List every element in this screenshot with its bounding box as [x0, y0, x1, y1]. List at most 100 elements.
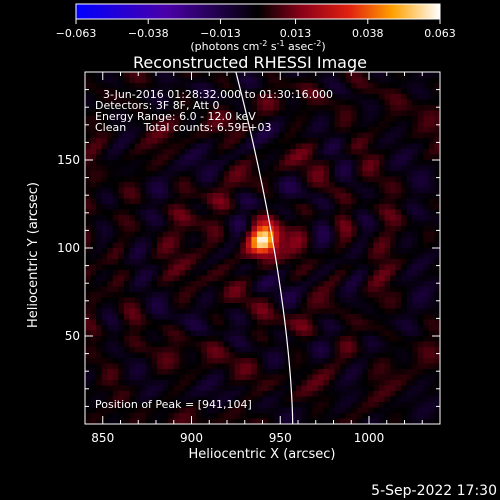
- heatmap-cell: [212, 259, 219, 265]
- heatmap-cell: [90, 237, 97, 243]
- heatmap-cell: [207, 83, 213, 89]
- heatmap-cell: [306, 374, 313, 381]
- heatmap-cell: [373, 385, 380, 392]
- heatmap-cell: [345, 187, 352, 194]
- heatmap-cell: [390, 281, 396, 287]
- heatmap-cell: [323, 259, 330, 265]
- heatmap-cell: [273, 413, 280, 419]
- heatmap-cell: [306, 275, 313, 282]
- heatmap-cell: [112, 358, 119, 364]
- heatmap-cell: [218, 215, 224, 221]
- heatmap-cell: [295, 385, 302, 392]
- heatmap-cell: [112, 121, 119, 128]
- heatmap-cell: [140, 165, 147, 172]
- heatmap-cell: [378, 358, 385, 364]
- heatmap-cell: [362, 281, 369, 287]
- heatmap-cell: [134, 259, 141, 265]
- heatmap-cell: [384, 413, 391, 419]
- heatmap-cell: [434, 407, 440, 414]
- heatmap-cell: [428, 165, 435, 172]
- heatmap-cell: [423, 138, 430, 144]
- heatmap-cell: [273, 94, 280, 100]
- heatmap-cell: [428, 94, 435, 100]
- heatmap-cell: [112, 220, 119, 227]
- heatmap-cell: [390, 270, 396, 276]
- heatmap-cell: [279, 330, 285, 337]
- heatmap-cell: [317, 165, 324, 172]
- heatmap-cell: [151, 330, 158, 337]
- heatmap-cell: [234, 413, 241, 419]
- heatmap-cell: [96, 143, 102, 150]
- heatmap-cell: [229, 407, 236, 414]
- heatmap-cell: [312, 341, 319, 348]
- heatmap-cell: [362, 385, 369, 392]
- heatmap-cell: [378, 226, 385, 232]
- heatmap-cell: [251, 94, 258, 100]
- heatmap-cell: [251, 264, 258, 271]
- heatmap-cell: [295, 308, 302, 315]
- heatmap-cell: [323, 220, 330, 227]
- heatmap-cell: [340, 182, 347, 188]
- x-axis-label: Heliocentric X (arcsec): [189, 447, 336, 462]
- heatmap-cell: [373, 187, 380, 194]
- heatmap-cell: [262, 116, 269, 122]
- heatmap-cell: [340, 259, 347, 265]
- heatmap-cell: [340, 143, 347, 150]
- heatmap-cell: [229, 352, 236, 359]
- heatmap-cell: [223, 242, 230, 249]
- heatmap-cell: [345, 259, 352, 265]
- heatmap-cell: [367, 391, 374, 397]
- heatmap-cell: [146, 154, 152, 161]
- heatmap-cell: [362, 77, 369, 84]
- heatmap-cell: [229, 198, 236, 205]
- heatmap-cell: [356, 325, 363, 331]
- heatmap-cell: [428, 281, 435, 287]
- heatmap-cell: [112, 105, 119, 111]
- heatmap-cell: [173, 176, 180, 183]
- heatmap-cell: [317, 374, 324, 381]
- heatmap-cell: [107, 231, 114, 238]
- heatmap-cell: [195, 336, 202, 342]
- heatmap-cell: [351, 83, 358, 89]
- heatmap-cell: [112, 363, 119, 370]
- heatmap-cell: [434, 341, 440, 348]
- heatmap-cell: [190, 154, 197, 161]
- annotation-energy: Energy Range: 6.0 - 12.0 keV: [95, 110, 256, 123]
- heatmap-cell: [312, 286, 319, 293]
- heatmap-cell: [123, 72, 130, 78]
- heatmap-cell: [384, 165, 391, 172]
- heatmap-cell: [201, 220, 208, 227]
- heatmap-cell: [96, 286, 102, 293]
- heatmap-cell: [207, 391, 213, 397]
- heatmap-cell: [279, 347, 285, 353]
- heatmap-cell: [157, 182, 163, 188]
- heatmap-cell: [284, 248, 291, 254]
- heatmap-cell: [384, 237, 391, 243]
- heatmap-cell: [223, 160, 230, 166]
- heatmap-cell: [367, 127, 374, 133]
- heatmap-cell: [229, 143, 236, 150]
- heatmap-cell: [334, 259, 341, 265]
- heatmap-cell: [395, 396, 402, 403]
- heatmap-cell: [162, 314, 169, 320]
- heatmap-cell: [162, 187, 169, 194]
- heatmap-cell: [423, 110, 430, 117]
- heatmap-cell: [101, 116, 108, 122]
- heatmap-cell: [90, 198, 97, 205]
- heatmap-cell: [190, 319, 197, 326]
- heatmap-cell: [96, 259, 102, 265]
- heatmap-cell: [262, 352, 269, 359]
- heatmap-cell: [190, 281, 197, 287]
- heatmap-cell: [417, 363, 424, 370]
- heatmap-cell: [423, 149, 430, 155]
- heatmap-cell: [173, 215, 180, 221]
- heatmap-cell: [101, 198, 108, 205]
- heatmap-cell: [362, 352, 369, 359]
- heatmap-cell: [157, 242, 163, 249]
- heatmap-cell: [301, 314, 308, 320]
- heatmap-cell: [151, 413, 158, 419]
- heatmap-cell: [412, 160, 419, 166]
- heatmap-cell: [312, 182, 319, 188]
- heatmap-cell: [234, 187, 241, 194]
- heatmap-cell: [223, 94, 230, 100]
